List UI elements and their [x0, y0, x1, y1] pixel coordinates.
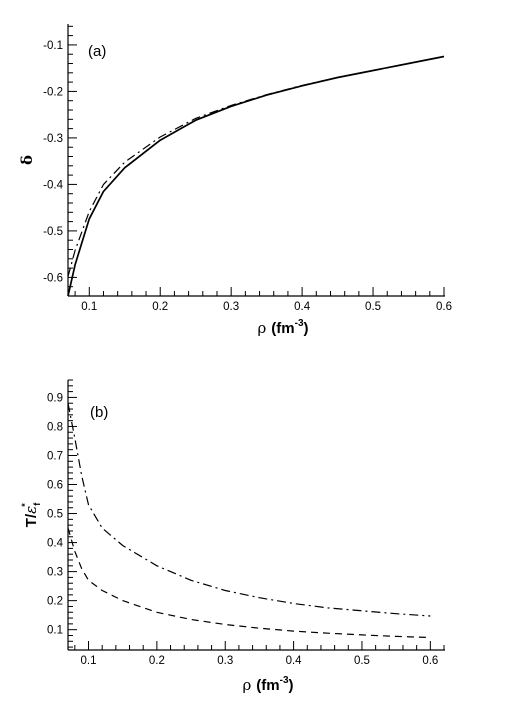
- y-tick-label: -0.5: [43, 226, 63, 238]
- x-tick-label: 0.2: [152, 301, 168, 313]
- x-tick-label: 0.4: [294, 301, 311, 313]
- series-line-a-2: [67, 55, 445, 277]
- y-tick-label: -0.6: [43, 272, 63, 284]
- y-tick-label: 0.5: [47, 509, 63, 521]
- panel-label-a: (a): [88, 43, 106, 60]
- series-layer-b: [67, 403, 431, 639]
- y-axis-label-a: δ: [18, 155, 36, 165]
- y-tick-label: 0.7: [47, 450, 63, 462]
- x-tick-label: 0.2: [149, 655, 165, 667]
- tick-layer-a: 0.1 0.2 0.3 0.4 0.5 0.6 -0.6 -0.5 -0.4 -0.3 -0.2 -0…: [43, 25, 452, 313]
- x-tick-label: 0.5: [354, 655, 370, 667]
- chart-panel-b: 0.1 0.2 0.3 0.4 0.5 0.6 0.1 0.2 0.3 0.4 0.5 0.6 0.7 0…: [20, 379, 445, 694]
- x-axis-label-a: ρ (fm-3): [257, 318, 308, 337]
- y-tick-label: -0.3: [43, 133, 63, 145]
- chart-panel-a: 0.1 0.2 0.3 0.4 0.5 0.6 -0.6 -0.5 -0.4 -0.3 -0.2 -0…: [18, 24, 452, 337]
- y-tick-label: 0.1: [47, 625, 63, 637]
- x-tick-label: 0.5: [365, 301, 381, 313]
- x-tick-label: 0.3: [223, 301, 239, 313]
- series-line-b-2: [67, 527, 431, 639]
- y-tick-label: -0.1: [43, 40, 63, 52]
- y-tick-label: 0.2: [47, 596, 63, 608]
- x-tick-label: 0.3: [217, 655, 233, 667]
- x-tick-label: 0.6: [436, 301, 452, 313]
- y-tick-label: 0.6: [47, 480, 63, 492]
- x-tick-label: 0.1: [81, 655, 97, 667]
- y-tick-label: 0.8: [47, 421, 63, 433]
- y-axis-label-b: T/εf*: [20, 502, 42, 527]
- y-tick-label: 0.3: [47, 567, 63, 579]
- series-line-b-1: [67, 403, 431, 617]
- tick-layer-b: 0.1 0.2 0.3 0.4 0.5 0.6 0.1 0.2 0.3 0.4 0.5 0.6 0.7 0…: [47, 379, 445, 667]
- x-axis-label-b: ρ (fm-3): [242, 675, 293, 694]
- y-tick-label: 0.9: [47, 392, 63, 404]
- y-tick-label: -0.2: [43, 86, 63, 98]
- y-tick-label: 0.4: [47, 538, 64, 550]
- x-tick-label: 0.1: [81, 301, 97, 313]
- y-tick-label: -0.4: [43, 179, 63, 191]
- series-line-a-1: [67, 55, 445, 297]
- x-tick-label: 0.6: [422, 655, 438, 667]
- panel-label-b: (b): [90, 404, 108, 421]
- series-layer-a: [67, 55, 445, 297]
- x-tick-label: 0.4: [286, 655, 303, 667]
